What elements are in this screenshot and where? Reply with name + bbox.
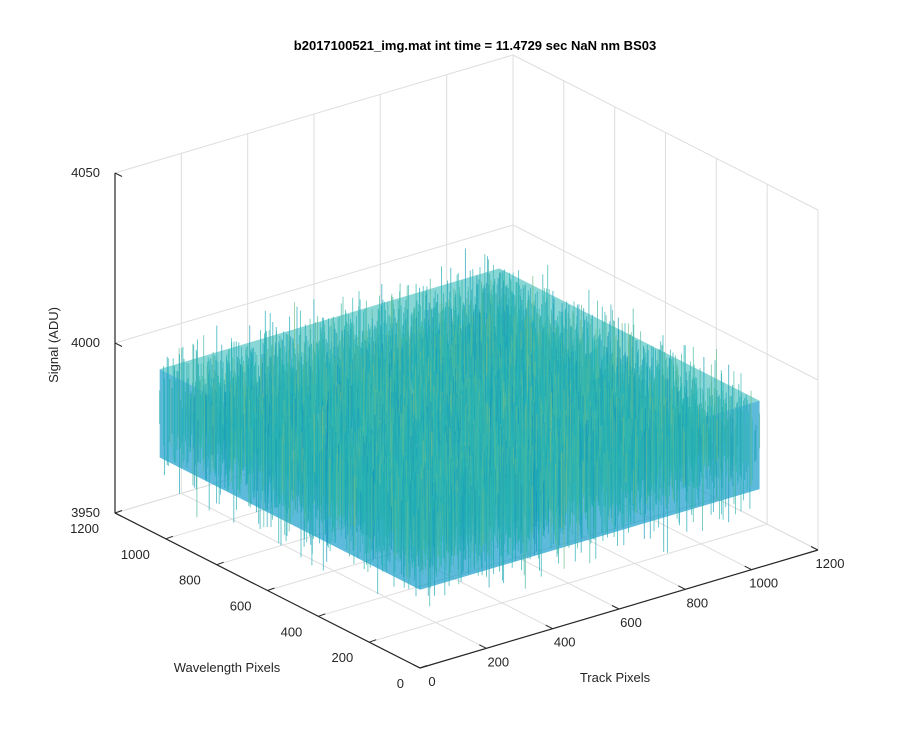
grid-line	[512, 224, 819, 381]
surface-mesh	[159, 248, 761, 607]
grid-line	[512, 54, 819, 211]
grid-line	[369, 523, 768, 643]
grid-line	[114, 54, 514, 174]
grid-line	[114, 224, 514, 344]
